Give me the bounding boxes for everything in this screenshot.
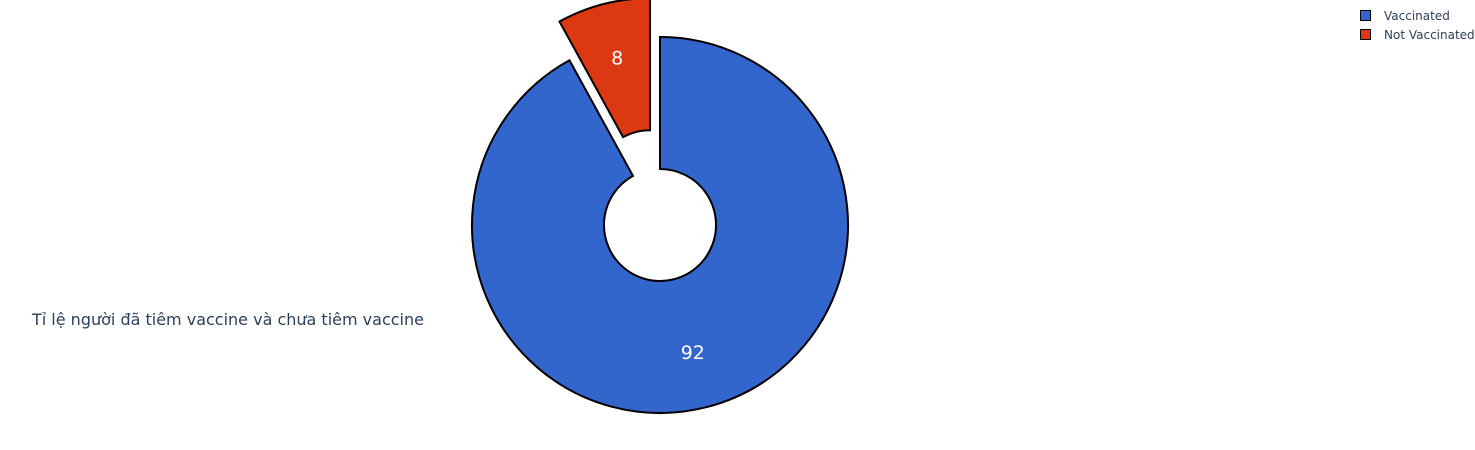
chart-annotation: Tỉ lệ người đã tiêm vaccine và chưa tiêm… [32,310,424,329]
legend-item-not-vaccinated[interactable]: Not Vaccinated [1360,25,1475,44]
data-labels-layer: 92 8 [611,47,705,363]
slices-layer [471,0,849,414]
legend-label-vaccinated: Vaccinated [1384,8,1450,23]
legend-label-not-vaccinated: Not Vaccinated [1384,27,1475,42]
legend-item-vaccinated[interactable]: Vaccinated [1360,6,1475,25]
legend-swatch-not-vaccinated [1360,29,1371,40]
slice-vaccinated[interactable] [471,35,849,414]
data-label-not-vaccinated: 8 [611,47,623,69]
data-label-vaccinated: 92 [681,342,705,364]
legend: Vaccinated Not Vaccinated [1360,6,1475,44]
legend-swatch-vaccinated [1360,10,1371,21]
slice-not-vaccinated[interactable] [558,0,652,139]
